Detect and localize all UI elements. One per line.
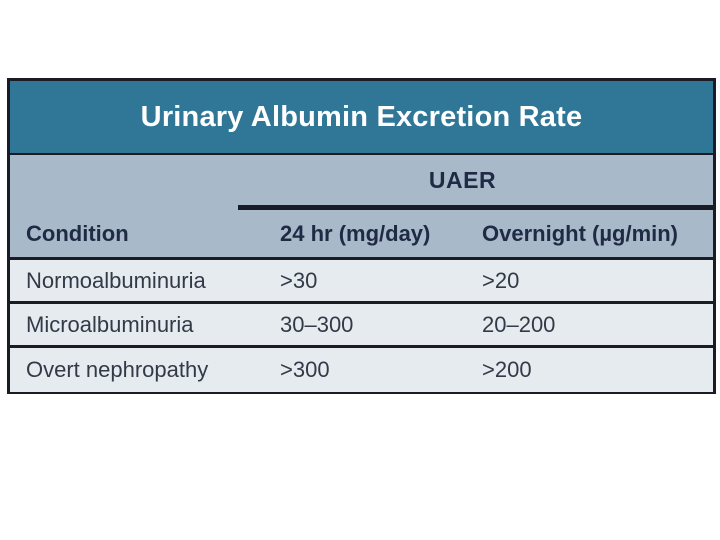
uaer-group-header-band: UAER (10, 155, 713, 210)
cell-condition: Microalbuminuria (26, 311, 194, 337)
cell-overnight: >20 (482, 267, 520, 293)
table-row: Normoalbuminuria >30 >20 (10, 260, 713, 304)
cell-24hr: 30–300 (280, 311, 354, 337)
uaer-underline: UAER (238, 155, 713, 210)
table-row: Overt nephropathy >300 >200 (10, 348, 713, 392)
table-title-band: Urinary Albumin Excretion Rate (10, 81, 713, 155)
cell-24hr: >30 (280, 267, 318, 293)
column-header-overnight: Overnight (µg/min) (482, 220, 679, 246)
cell-overnight: >200 (482, 357, 532, 382)
cell-overnight: 20–200 (482, 311, 556, 337)
cell-24hr: >300 (280, 357, 330, 382)
group-header-uaer: UAER (428, 166, 497, 193)
column-header-24hr: 24 hr (mg/day) (280, 220, 431, 246)
table-row: Microalbuminuria 30–300 20–200 (10, 304, 713, 348)
cell-condition: Normoalbuminuria (26, 267, 206, 293)
column-header-condition: Condition (26, 220, 129, 246)
uaer-spacer (10, 155, 238, 210)
uaer-table: Urinary Albumin Excretion Rate UAER Cond… (7, 78, 716, 394)
cell-condition: Overt nephropathy (26, 357, 209, 382)
table-title: Urinary Albumin Excretion Rate (140, 100, 583, 133)
column-header-row: Condition 24 hr (mg/day) Overnight (µg/m… (10, 210, 713, 260)
